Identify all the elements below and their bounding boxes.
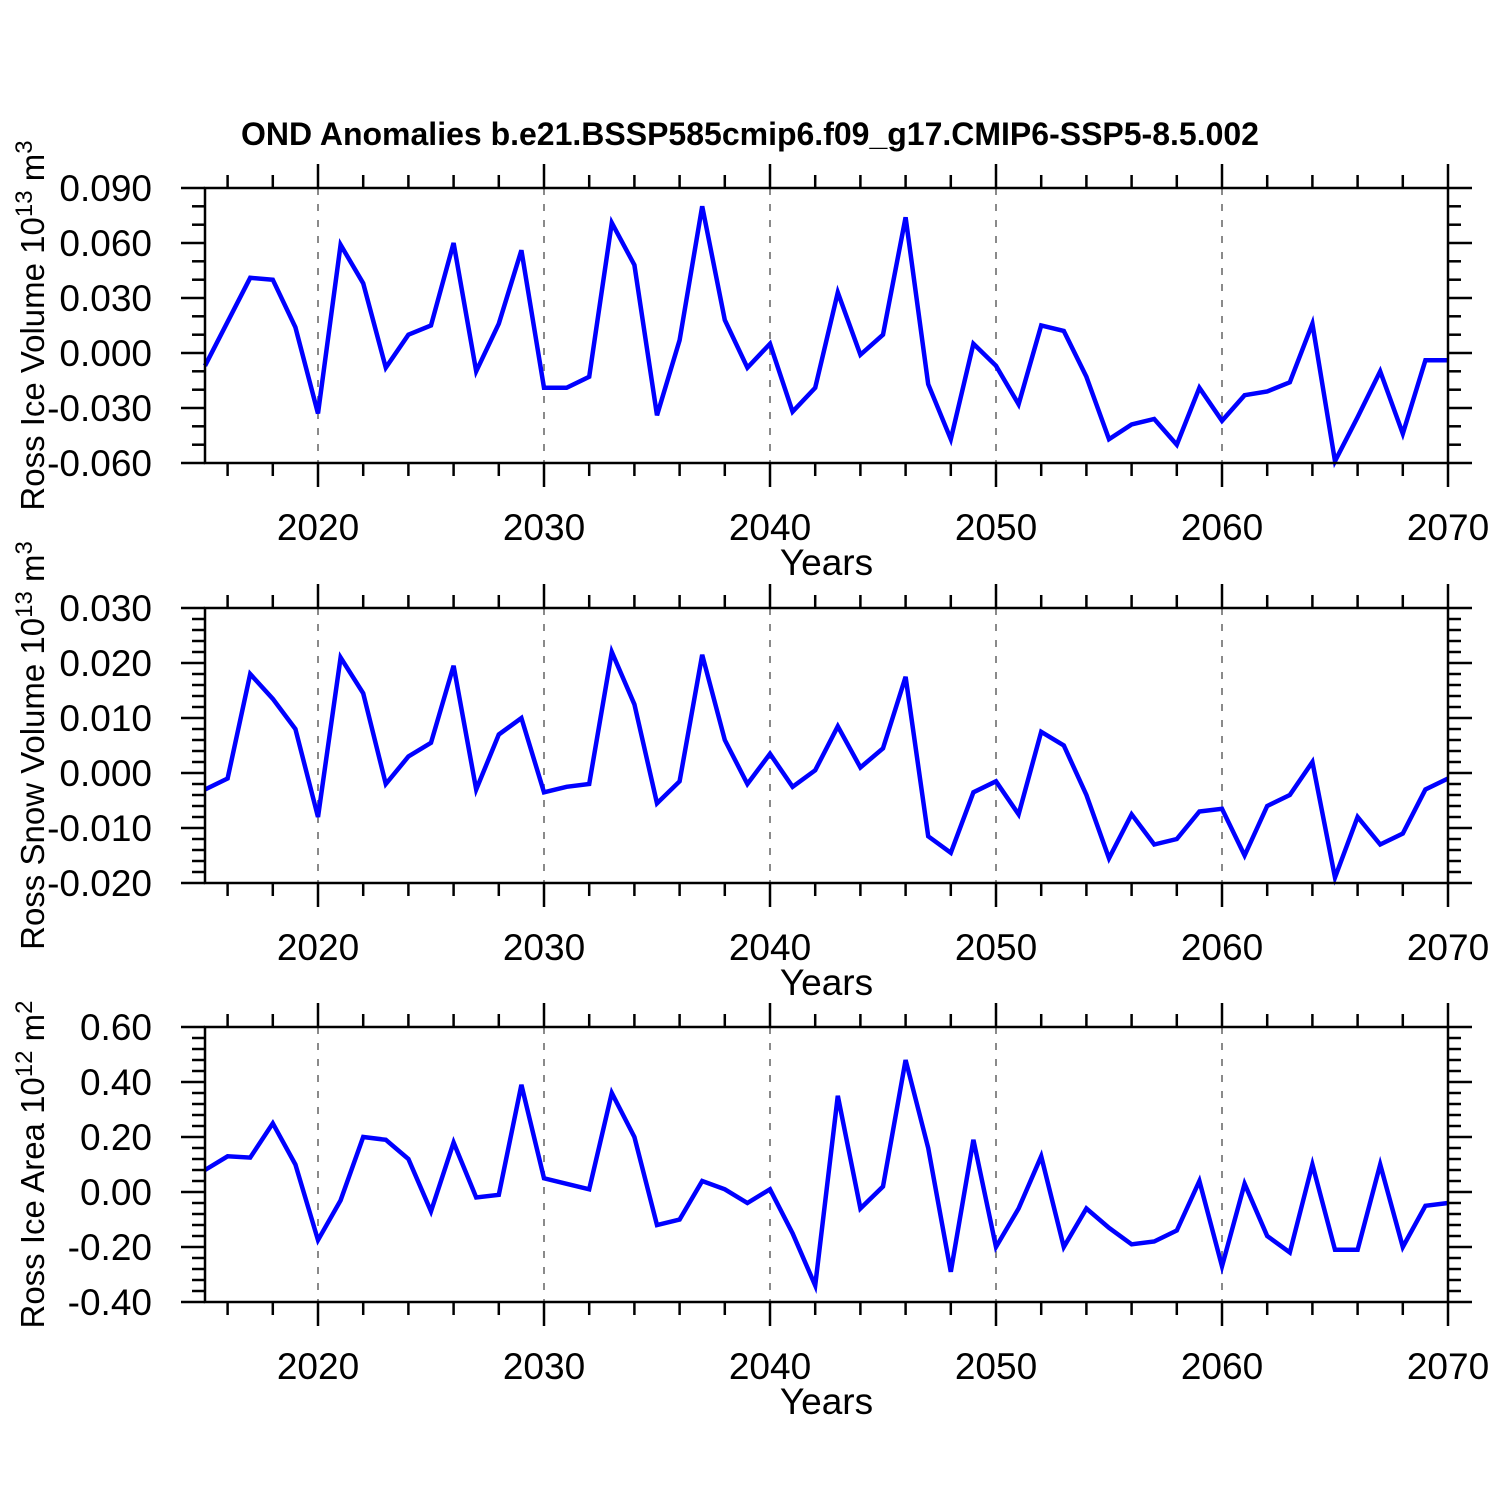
x-tick-label: 2060 — [1181, 927, 1263, 968]
x-tick-label: 2060 — [1181, 1346, 1263, 1387]
panel-frame — [203, 606, 1450, 885]
y-tick-label: 0.030 — [59, 588, 152, 629]
x-tick-label: 2040 — [729, 1346, 811, 1387]
y-tick-label: -0.40 — [68, 1282, 152, 1323]
x-tick-label: 2060 — [1181, 507, 1263, 548]
y-tick-label: -0.030 — [47, 388, 152, 429]
x-axis-title: Years — [780, 1381, 873, 1422]
y-tick-label: 0.000 — [59, 753, 152, 794]
x-tick-label: 2030 — [503, 927, 585, 968]
x-tick-label: 2030 — [503, 507, 585, 548]
y-tick-label: -0.010 — [47, 808, 152, 849]
y-tick-label: 0.060 — [59, 223, 152, 264]
x-tick-label: 2040 — [729, 927, 811, 968]
y-tick-label: -0.020 — [47, 863, 152, 904]
panel-ross-snow-volume: 0.030 0.020 0.010 0.000 -0.010 -0.020 2020 2030… — [11, 541, 1489, 1003]
x-tick-label: 2070 — [1407, 507, 1489, 548]
panel-ross-ice-volume: 0.090 0.060 0.030 0.000 -0.030 -0.060 2020 2030… — [11, 140, 1489, 583]
x-tick-label: 2020 — [277, 927, 359, 968]
y-axis-title: Ross Ice Area 1012 m2 — [11, 1000, 51, 1328]
y-tick-label: 0.090 — [59, 168, 152, 209]
x-tick-label: 2070 — [1407, 927, 1489, 968]
x-tick-label: 2050 — [955, 1346, 1037, 1387]
panel-ross-ice-area: 0.60 0.40 0.20 0.00 -0.20 -0.40 2020 2030 2040 20… — [11, 1000, 1489, 1422]
y-tick-label: 0.20 — [80, 1117, 152, 1158]
panel-frame — [203, 186, 1450, 465]
y-tick-label: 0.020 — [59, 643, 152, 684]
series-line-ross-ice-area — [203, 1059, 1449, 1295]
y-tick-label: 0.010 — [59, 698, 152, 739]
y-tick-label: -0.20 — [68, 1227, 152, 1268]
x-tick-label: 2070 — [1407, 1346, 1489, 1387]
x-axis-title: Years — [780, 962, 873, 1003]
series-line-ross-ice-volume — [202, 205, 1448, 469]
x-tick-label: 2050 — [955, 507, 1037, 548]
y-tick-label: -0.060 — [47, 443, 152, 484]
x-tick-label: 2050 — [955, 927, 1037, 968]
chart-title: OND Anomalies b.e21.BSSP585cmip6.f09_g17… — [241, 116, 1259, 153]
x-tick-label: 2020 — [277, 1346, 359, 1387]
y-tick-label: 0.000 — [59, 333, 152, 374]
y-tick-label: 0.030 — [59, 278, 152, 319]
x-axis-title: Years — [780, 542, 873, 583]
y-tick-label: 0.00 — [80, 1172, 152, 1213]
panel-frame — [203, 1025, 1450, 1304]
series-line-ross-snow-volume — [204, 644, 1449, 886]
y-tick-label: 0.40 — [80, 1062, 152, 1103]
y-axis-title: Ross Ice Volume 1013 m3 — [11, 140, 51, 510]
y-tick-label: 0.60 — [80, 1007, 152, 1048]
x-tick-label: 2030 — [503, 1346, 585, 1387]
y-axis-title: Ross Snow Volume 1013 m3 — [11, 541, 51, 950]
x-tick-label: 2040 — [729, 507, 811, 548]
x-tick-label: 2020 — [277, 507, 359, 548]
